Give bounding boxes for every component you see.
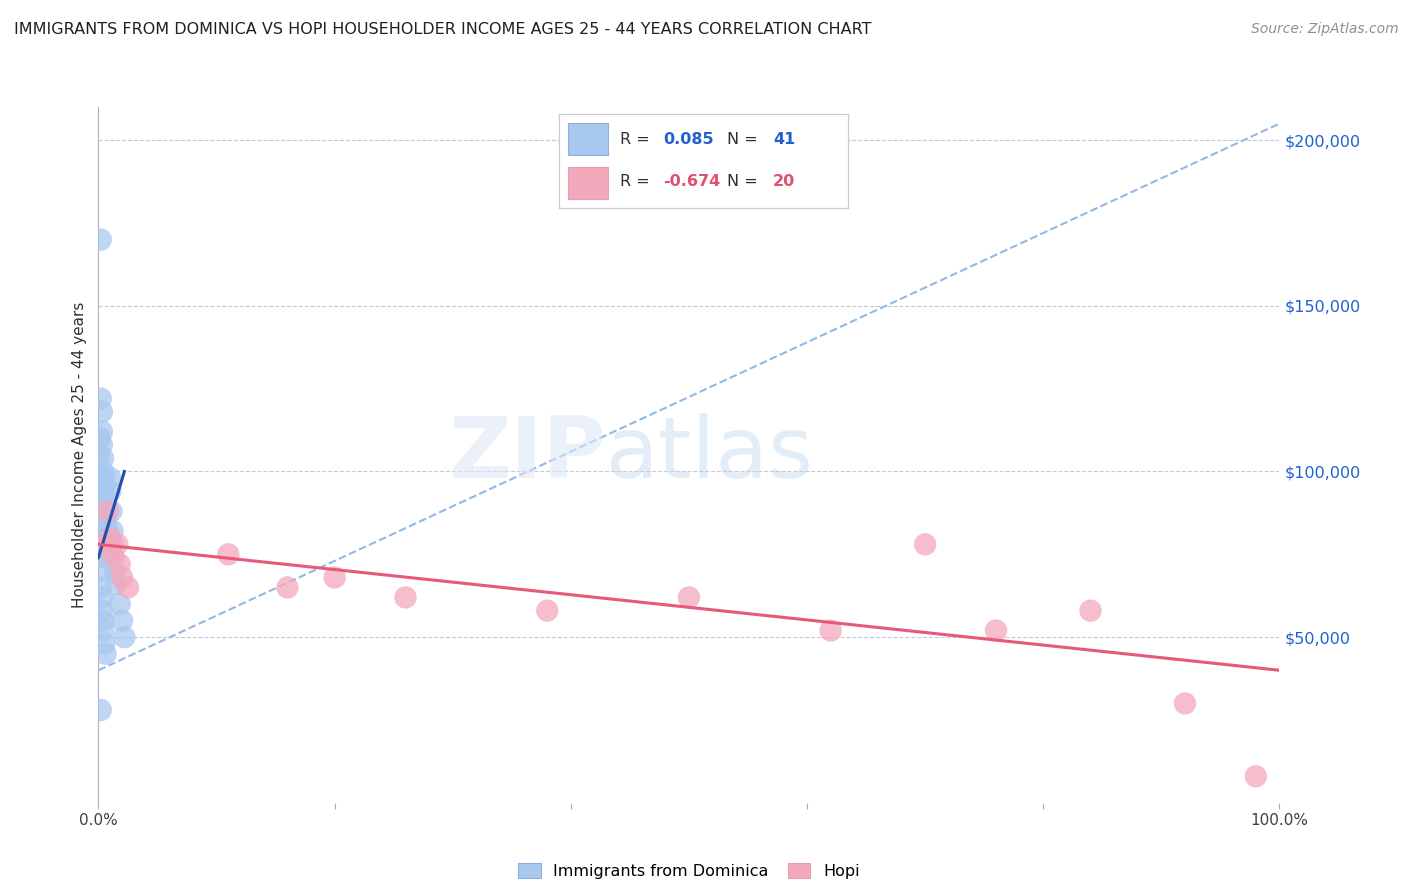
Point [98, 471, 121, 485]
Point [112, 630, 135, 644]
Point [97, 537, 120, 551]
Point [91, 537, 114, 551]
Point [101, 524, 124, 538]
Text: atlas: atlas [606, 413, 814, 497]
Point [101, 547, 124, 561]
Point [217, 547, 239, 561]
Point [98, 531, 121, 545]
Point [94, 498, 117, 512]
Point [89, 550, 111, 565]
Point [96, 521, 118, 535]
Point [536, 604, 558, 618]
Point [90, 703, 112, 717]
Point [90, 581, 112, 595]
Point [94, 647, 117, 661]
Point [276, 581, 298, 595]
Point [111, 570, 134, 584]
Point [96, 531, 118, 545]
Point [1080, 604, 1102, 618]
Point [91, 604, 114, 618]
Point [105, 537, 128, 551]
Point [91, 438, 114, 452]
Point [91, 591, 114, 605]
Text: Source: ZipAtlas.com: Source: ZipAtlas.com [1251, 22, 1399, 37]
Point [820, 624, 842, 638]
Point [91, 624, 114, 638]
Point [91, 614, 114, 628]
Point [90, 233, 112, 247]
Point [394, 591, 416, 605]
Point [90, 564, 112, 578]
Point [89, 537, 111, 551]
Point [98, 544, 121, 558]
Point [101, 537, 124, 551]
Point [914, 537, 936, 551]
Point [93, 481, 115, 495]
Point [111, 614, 134, 628]
Point [90, 392, 112, 406]
Point [91, 425, 114, 439]
Point [108, 597, 131, 611]
Point [94, 514, 117, 528]
Point [103, 550, 125, 565]
Point [97, 504, 120, 518]
Point [1174, 697, 1197, 711]
Point [89, 448, 111, 462]
Point [984, 624, 1007, 638]
Text: ZIP: ZIP [449, 413, 606, 497]
Point [91, 465, 114, 479]
Point [108, 558, 131, 572]
Point [91, 405, 114, 419]
Point [89, 431, 111, 445]
Y-axis label: Householder Income Ages 25 - 44 years: Householder Income Ages 25 - 44 years [72, 301, 87, 608]
Point [104, 564, 127, 578]
Point [105, 577, 128, 591]
Point [1244, 769, 1267, 783]
Legend: Immigrants from Dominica, Hopi: Immigrants from Dominica, Hopi [512, 857, 866, 885]
Point [100, 504, 122, 518]
Point [678, 591, 700, 605]
Point [323, 570, 346, 584]
Point [117, 581, 139, 595]
Point [94, 504, 117, 518]
Point [91, 451, 114, 466]
Point [93, 491, 115, 505]
Text: IMMIGRANTS FROM DOMINICA VS HOPI HOUSEHOLDER INCOME AGES 25 - 44 YEARS CORRELATI: IMMIGRANTS FROM DOMINICA VS HOPI HOUSEHO… [14, 22, 872, 37]
Point [93, 471, 115, 485]
Point [98, 484, 121, 499]
Point [93, 637, 115, 651]
